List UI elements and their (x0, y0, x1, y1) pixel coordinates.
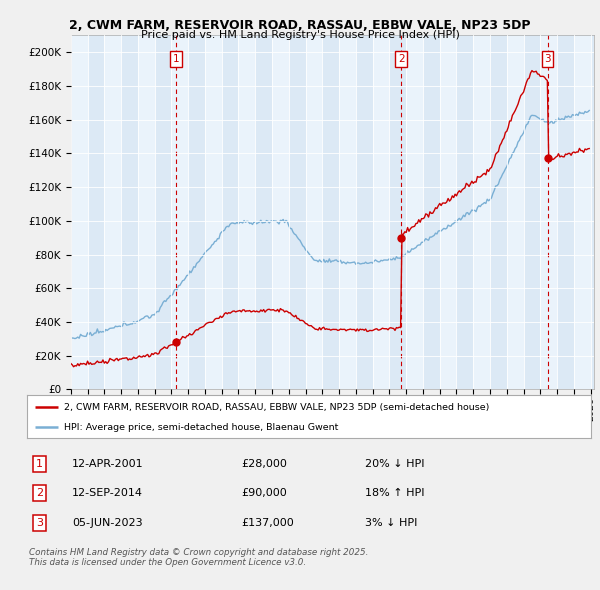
Bar (373, 35, 389, 389)
Bar (440, 35, 457, 389)
Bar (138, 35, 155, 389)
Text: 12-APR-2001: 12-APR-2001 (72, 460, 144, 469)
Text: 1: 1 (36, 460, 43, 469)
Bar (71, 35, 88, 389)
Bar (305, 35, 322, 389)
Bar (205, 35, 222, 389)
Text: HPI: Average price, semi-detached house, Blaenau Gwent: HPI: Average price, semi-detached house,… (64, 422, 338, 432)
Bar (104, 35, 121, 389)
Text: 2, CWM FARM, RESERVOIR ROAD, RASSAU, EBBW VALE, NP23 5DP: 2, CWM FARM, RESERVOIR ROAD, RASSAU, EBB… (69, 19, 531, 32)
Text: £90,000: £90,000 (241, 488, 287, 497)
Text: 18% ↑ HPI: 18% ↑ HPI (365, 488, 425, 497)
Text: 3: 3 (544, 54, 551, 64)
Text: 1: 1 (173, 54, 179, 64)
Text: 3% ↓ HPI: 3% ↓ HPI (365, 518, 418, 528)
Bar (238, 35, 255, 389)
Text: 2: 2 (36, 488, 43, 497)
Bar (507, 35, 524, 389)
Bar (574, 35, 590, 389)
Text: £137,000: £137,000 (241, 518, 294, 528)
Bar (172, 35, 188, 389)
Bar (339, 35, 356, 389)
Bar (406, 35, 423, 389)
Text: 05-JUN-2023: 05-JUN-2023 (72, 518, 143, 528)
Text: £28,000: £28,000 (241, 460, 287, 469)
Bar (272, 35, 289, 389)
Text: 3: 3 (36, 518, 43, 528)
Text: Contains HM Land Registry data © Crown copyright and database right 2025.
This d: Contains HM Land Registry data © Crown c… (29, 548, 368, 567)
Text: 2, CWM FARM, RESERVOIR ROAD, RASSAU, EBBW VALE, NP23 5DP (semi-detached house): 2, CWM FARM, RESERVOIR ROAD, RASSAU, EBB… (64, 403, 489, 412)
Text: 2: 2 (398, 54, 404, 64)
Text: Price paid vs. HM Land Registry's House Price Index (HPI): Price paid vs. HM Land Registry's House … (140, 30, 460, 40)
Text: 20% ↓ HPI: 20% ↓ HPI (365, 460, 425, 469)
Bar (473, 35, 490, 389)
Text: 12-SEP-2014: 12-SEP-2014 (72, 488, 143, 497)
Bar (541, 35, 557, 389)
